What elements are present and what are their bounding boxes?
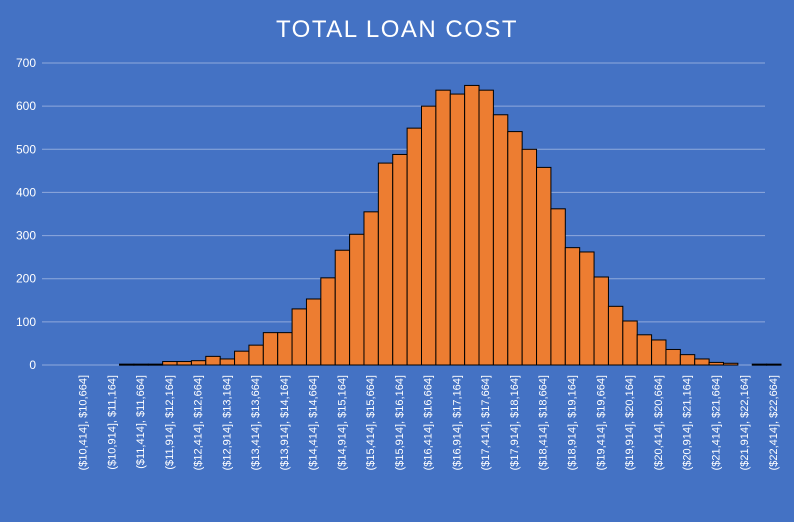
bar [607, 305, 624, 366]
x-tick-label: ($13,914], $14,164] [279, 375, 291, 470]
x-tick-label: ($17,414], $17,664] [480, 375, 492, 470]
y-tick-label: 500 [16, 142, 36, 156]
bar [277, 332, 293, 366]
x-tick-label: ($10,914], $11,164] [106, 375, 118, 470]
bar [694, 358, 710, 366]
x-tick-label: ($12,414], $12,664] [193, 375, 205, 470]
x-tick-label: ($11,414], $11,664] [135, 375, 147, 469]
x-tick-label: ($22,414], $22,664] [768, 375, 780, 470]
x-tick-label: ($14,914], $15,164] [336, 375, 348, 470]
bar [722, 362, 739, 366]
bar [708, 361, 724, 366]
bar [665, 348, 681, 366]
bar [421, 105, 437, 366]
bar [176, 361, 192, 366]
bar [305, 298, 322, 366]
x-tick-label: ($18,414], $18,664] [538, 375, 550, 470]
y-tick-label: 0 [29, 358, 36, 372]
bar [291, 308, 307, 366]
bar [550, 208, 566, 366]
x-tick-label: ($13,414], $13,664] [250, 375, 262, 470]
bar [377, 162, 394, 366]
x-tick-label: ($20,414], $20,664] [653, 375, 665, 470]
bar [119, 363, 135, 366]
x-tick-label: ($18,914], $19,164] [566, 375, 578, 470]
bar [507, 131, 523, 366]
bar [334, 249, 351, 366]
bar [464, 84, 480, 366]
bar [147, 363, 164, 366]
bar [593, 276, 609, 366]
chart-title: TOTAL LOAN COST [276, 16, 518, 43]
x-tick-label: ($12,914], $13,164] [221, 375, 233, 470]
bar [651, 339, 667, 366]
x-tick-label: ($17,914], $18,164] [509, 375, 521, 470]
bar [435, 89, 451, 366]
x-tick-label: ($14,414], $14,664] [308, 375, 320, 470]
bar [751, 363, 768, 366]
bar [262, 332, 279, 366]
bar [478, 89, 494, 366]
bar [406, 127, 422, 366]
x-tick-label: ($19,414], $19,664] [595, 375, 607, 470]
bar [766, 363, 782, 366]
bar [449, 93, 466, 366]
x-tick-label: ($20,914], $21,164] [682, 375, 694, 470]
bar [564, 247, 581, 366]
bar [579, 251, 595, 366]
y-tick-label: 600 [16, 99, 36, 113]
bars [119, 84, 782, 366]
bar [133, 363, 149, 366]
x-axis-tick-labels: ($10,414], $10,664] ($10,914], $11,164] ($… [78, 375, 780, 470]
bar [521, 148, 538, 366]
y-tick-label: 300 [16, 229, 36, 243]
x-tick-label: ($11,914], $12,164] [164, 375, 176, 470]
bar [320, 277, 336, 366]
bar [392, 153, 408, 366]
bar [205, 355, 221, 366]
y-tick-label: 200 [16, 272, 36, 286]
x-tick-label: ($21,914], $22,164] [739, 375, 751, 470]
bar [234, 350, 250, 366]
bar [679, 354, 696, 366]
bar [363, 211, 379, 366]
bar [219, 358, 236, 366]
bar [248, 344, 264, 366]
bar [636, 334, 653, 366]
x-tick-label: ($16,914], $17,164] [451, 375, 463, 470]
bar [349, 233, 365, 366]
bar [622, 320, 638, 366]
x-tick-label: ($10,414], $10,664] [78, 375, 90, 470]
bar [162, 361, 178, 366]
bar [492, 114, 509, 366]
x-tick-label: ($15,414], $15,664] [365, 375, 377, 470]
x-tick-label: ($19,914], $20,164] [624, 375, 636, 470]
bar [190, 360, 207, 366]
y-tick-label: 400 [16, 185, 36, 199]
x-tick-label: ($15,914], $16,164] [394, 375, 406, 470]
y-tick-label: 100 [16, 315, 36, 329]
bar [536, 166, 552, 366]
x-tick-label: ($21,414], $21,664] [710, 375, 722, 470]
y-axis-tick-labels: 0 100 200 300 400 500 600 700 [16, 56, 36, 372]
y-tick-label: 700 [16, 56, 36, 70]
x-tick-label: ($16,414], $16,664] [423, 375, 435, 470]
